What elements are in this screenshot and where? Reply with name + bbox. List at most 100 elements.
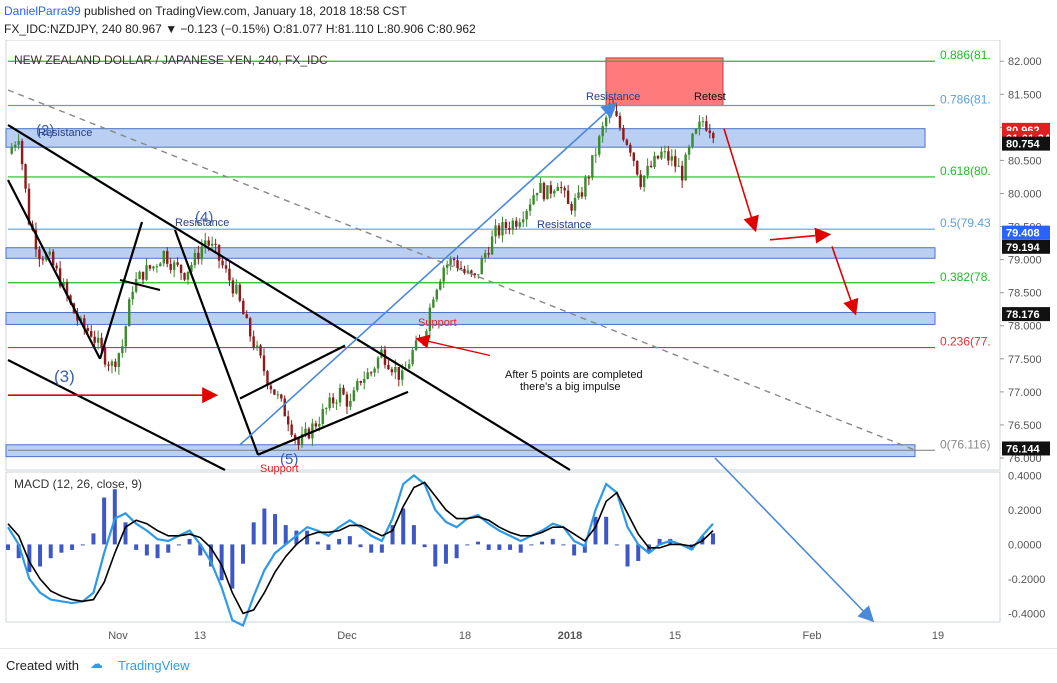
candle-body (649, 165, 653, 168)
macd-hist-bar (411, 525, 416, 545)
candle-body (642, 175, 646, 187)
price-tick-label: 78.500 (1008, 288, 1042, 300)
candle-body (563, 188, 566, 191)
macd-hist-bar (540, 541, 545, 545)
candle-body (224, 265, 228, 269)
macd-tick-label: 0.2000 (1008, 505, 1042, 517)
candle-body (456, 260, 459, 269)
macd-hist-bar (6, 544, 10, 550)
candle-body (124, 326, 127, 347)
candle-body (103, 348, 107, 365)
candle-body (556, 186, 559, 191)
candle-body (186, 271, 190, 280)
candle-body (34, 229, 38, 250)
candle-body (183, 272, 186, 280)
candle-body (96, 337, 100, 343)
candle-body (466, 270, 470, 273)
candle-body (452, 258, 456, 261)
candle-body (705, 121, 708, 131)
macd-hist-bar (230, 544, 235, 589)
candle-body (169, 263, 172, 270)
macd-hist-bar (657, 538, 662, 545)
candle-body (639, 174, 642, 187)
author-link[interactable]: DanielParra99 (4, 4, 81, 18)
candle-body (515, 220, 518, 227)
macd-hist-bar (433, 544, 438, 567)
impulse-arrow (239, 102, 618, 446)
candle-body (349, 400, 352, 407)
candle-body (535, 192, 539, 196)
macd-tick-label: -0.2000 (1008, 574, 1045, 586)
candle-body (13, 144, 17, 148)
macd-hist-bar (508, 544, 513, 550)
candle-body (65, 281, 69, 296)
candles (10, 96, 715, 450)
macd-title: MACD (12, 26, close, 9) (14, 477, 142, 491)
macd-pane-frame (5, 471, 1001, 623)
candle-body (17, 140, 20, 145)
candle-body (45, 254, 48, 261)
resistance-label-4: Resistance (537, 219, 591, 231)
chart-area[interactable]: 0.886(81. 0.786(81. 0.618(80. 0.5(79.43 0.38… (0, 39, 1057, 645)
fib-label: 0.618(80. (940, 164, 991, 178)
macd-hist-bar (176, 544, 181, 546)
chart-header: DanielParra99 published on TradingView.c… (0, 0, 1057, 38)
candle-body (525, 210, 528, 220)
candle-body (508, 227, 511, 230)
dashed-trendline (7, 89, 916, 451)
candle-body (494, 225, 497, 237)
macd-hist-bar (497, 544, 502, 550)
time-axis: Nov 13 Dec 18 2018 15 Feb 19 (108, 630, 944, 642)
wave-4-label: (4) (195, 209, 213, 226)
zones (5, 57, 936, 458)
candle-body (656, 155, 660, 159)
macd-hist-bar (219, 544, 224, 581)
candle-body (342, 387, 345, 395)
candle-body (262, 355, 266, 372)
chart-svg[interactable]: 0.886(81. 0.786(81. 0.618(80. 0.5(79.43 0.38… (0, 39, 1057, 645)
candle-body (470, 270, 473, 274)
impulse-note-2: there's a big impulse (520, 381, 621, 393)
price-tick-label: 77.000 (1008, 387, 1042, 399)
time-tick-label: 19 (932, 630, 944, 642)
candle-body (248, 318, 252, 337)
candle-body (660, 151, 663, 159)
tradingview-link[interactable]: TradingView (118, 658, 190, 673)
candle-body (701, 121, 705, 123)
fib-levels: 0.886(81. 0.786(81. 0.618(80. 0.5(79.43 0.38… (8, 48, 991, 451)
macd-tick-label: 0.4000 (1008, 470, 1042, 482)
macd-hist-bar (59, 544, 64, 553)
price-tick-label: 79.000 (1008, 255, 1042, 267)
candle-body (128, 299, 131, 327)
candle-body (418, 340, 421, 342)
candle-body (162, 250, 165, 264)
candle-body (58, 268, 62, 287)
sr-zone (5, 312, 936, 325)
candle-body (107, 364, 110, 366)
candle-body (356, 381, 359, 391)
macd-tick-label: -0.4000 (1008, 608, 1045, 620)
bracket-line (119, 279, 161, 291)
candle-body (636, 160, 639, 175)
candle-body (93, 336, 96, 343)
macd-hist-bar (443, 544, 448, 564)
wedge-lower (257, 390, 409, 456)
macd-hist-bar (347, 536, 352, 545)
macd-hist-bar (166, 544, 171, 553)
wave-line-2 (98, 221, 144, 360)
candle-body (518, 222, 521, 227)
macd-hist-bar (241, 544, 245, 564)
candle-body (680, 165, 684, 181)
macd-hist-bar (379, 544, 384, 553)
candle-body (231, 280, 235, 294)
candle-body (573, 198, 577, 211)
candle-body (318, 423, 321, 427)
candle-body (148, 265, 152, 269)
candle-body (283, 398, 286, 417)
candle-body (41, 259, 45, 261)
price-axis: 82.00081.50081.00080.50080.00079.50079.0… (1000, 56, 1051, 465)
channel-upper-line (7, 124, 571, 471)
candle-body (604, 117, 608, 127)
macd-hist-bar (27, 544, 32, 572)
resistance-label-1: Resistance (38, 127, 92, 139)
